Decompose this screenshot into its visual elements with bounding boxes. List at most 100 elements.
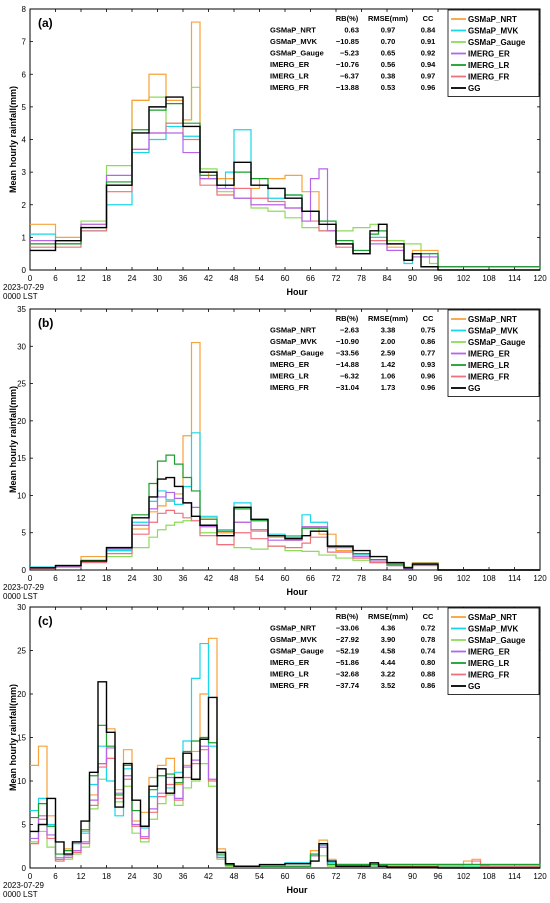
stats-row-name: IMERG_FR <box>270 83 309 92</box>
stats-row-name: GSMaP_MVK <box>270 337 318 346</box>
stats-row-rb: −5.23 <box>340 49 359 58</box>
legend-label: GG <box>468 84 480 93</box>
stats-row-name: IMERG_FR <box>270 383 309 392</box>
y-tick-label: 15 <box>17 734 26 743</box>
legend-label: GSMaP_MVK <box>468 27 518 36</box>
stats-header-cc: CC <box>423 14 434 23</box>
x-tick-label: 102 <box>457 574 471 583</box>
y-tick-label: 1 <box>22 233 27 242</box>
x-tick-label: 96 <box>434 274 443 283</box>
y-axis-label: Mean hourly rainfall(mm) <box>8 684 18 791</box>
stats-row-name: IMERG_ER <box>270 658 310 667</box>
y-tick-label: 10 <box>17 777 26 786</box>
stats-header-cc: CC <box>423 314 434 323</box>
time-label: 0000 LST <box>3 592 38 601</box>
y-tick-label: 2 <box>22 201 27 210</box>
stats-row-rb: −6.32 <box>340 372 359 381</box>
y-tick-label: 3 <box>22 168 27 177</box>
legend-label: IMERG_ER <box>468 350 510 359</box>
x-tick-label: 0 <box>28 274 33 283</box>
stats-row-name: IMERG_ER <box>270 60 310 69</box>
stats-row-cc: 0.75 <box>421 326 436 335</box>
x-tick-label: 24 <box>128 872 137 881</box>
stats-row-name: IMERG_ER <box>270 360 310 369</box>
date-label: 2023-07-29 <box>3 283 44 292</box>
y-tick-label: 0 <box>22 266 27 275</box>
stats-row-rmse: 3.22 <box>381 670 396 679</box>
x-tick-label: 90 <box>408 274 417 283</box>
panel-c: 0 6 12 18 24 30 36 42 48 54 60 66 72 78 84 90 96 102 108 11… <box>3 603 547 899</box>
stats-row-rb: −2.63 <box>340 326 359 335</box>
stats-row-rb: −52.19 <box>336 647 359 656</box>
stats-row-rmse: 0.53 <box>381 83 396 92</box>
stats-row-rmse: 0.38 <box>381 72 396 81</box>
date-label: 2023-07-29 <box>3 583 44 592</box>
x-tick-label: 90 <box>408 872 417 881</box>
stats-header-rb: RB(%) <box>336 612 359 621</box>
x-tick-label: 108 <box>482 872 496 881</box>
stats-row-cc: 0.96 <box>421 83 436 92</box>
x-tick-label: 66 <box>306 274 315 283</box>
y-tick-label: 5 <box>22 529 27 538</box>
x-tick-label: 114 <box>508 574 521 583</box>
stats-row-name: IMERG_FR <box>270 681 309 690</box>
x-tick-label: 36 <box>179 574 188 583</box>
y-tick-label: 6 <box>22 70 27 79</box>
y-tick-label: 25 <box>17 380 26 389</box>
x-tick-label: 114 <box>508 872 521 881</box>
stats-row-name: GSMaP_MVK <box>270 635 318 644</box>
legend-label: GSMaP_MVK <box>468 625 518 634</box>
x-tick-label: 120 <box>533 574 547 583</box>
stats-row-rmse: 0.56 <box>381 60 396 69</box>
stats-row-rb: −32.68 <box>336 670 359 679</box>
series-line-gg <box>30 681 540 869</box>
y-tick-label: 0 <box>22 864 27 873</box>
stats-row-rb: −6.37 <box>340 72 359 81</box>
stats-row-cc: 0.72 <box>421 624 436 633</box>
x-tick-label: 6 <box>53 872 58 881</box>
panel-label: (a) <box>38 16 53 30</box>
x-tick-label: 60 <box>281 274 290 283</box>
x-tick-label: 12 <box>77 574 86 583</box>
x-tick-label: 66 <box>306 872 315 881</box>
x-axis-label: Hour <box>287 587 308 597</box>
stats-row-name: IMERG_LR <box>270 670 309 679</box>
stats-row-cc: 0.94 <box>421 60 436 69</box>
legend-label: IMERG_FR <box>468 73 510 82</box>
stats-row-rb: −33.56 <box>336 349 359 358</box>
x-tick-label: 72 <box>332 574 341 583</box>
x-tick-label: 36 <box>179 872 188 881</box>
stats-row-cc: 0.96 <box>421 372 436 381</box>
y-tick-label: 10 <box>17 491 26 500</box>
x-tick-label: 78 <box>357 274 366 283</box>
stats-row-rmse: 1.06 <box>381 372 396 381</box>
x-axis-label: Hour <box>287 287 308 297</box>
x-tick-label: 108 <box>482 274 496 283</box>
panel-a: 0 6 12 18 24 30 36 42 48 54 60 66 72 78 84 90 96 102 108 11… <box>3 5 547 301</box>
stats-row-rmse: 0.65 <box>381 49 396 58</box>
stats-row-rb: −13.88 <box>336 83 359 92</box>
stats-row-rmse: 2.00 <box>381 337 396 346</box>
y-tick-label: 0 <box>22 566 27 575</box>
x-tick-label: 30 <box>153 274 162 283</box>
legend-label: IMERG_LR <box>468 61 510 70</box>
stats-row-name: GSMaP_Gauge <box>270 349 324 358</box>
y-tick-label: 30 <box>17 603 26 612</box>
x-tick-label: 102 <box>457 274 471 283</box>
legend-label: IMERG_LR <box>468 361 510 370</box>
x-tick-label: 30 <box>153 574 162 583</box>
x-tick-label: 42 <box>204 872 213 881</box>
x-tick-label: 60 <box>281 574 290 583</box>
stats-row-name: GSMaP_NRT <box>270 26 316 35</box>
y-tick-label: 5 <box>22 103 27 112</box>
panel-label: (b) <box>38 316 53 330</box>
time-label: 0000 LST <box>3 890 38 899</box>
x-tick-label: 6 <box>53 274 58 283</box>
stats-header-rb: RB(%) <box>336 14 359 23</box>
stats-header-rb: RB(%) <box>336 314 359 323</box>
x-tick-label: 18 <box>102 274 111 283</box>
x-tick-label: 48 <box>230 274 239 283</box>
y-tick-label: 7 <box>22 38 27 47</box>
y-tick-label: 5 <box>22 821 27 830</box>
y-axis-label: Mean hourly rainfall(mm) <box>8 386 18 493</box>
